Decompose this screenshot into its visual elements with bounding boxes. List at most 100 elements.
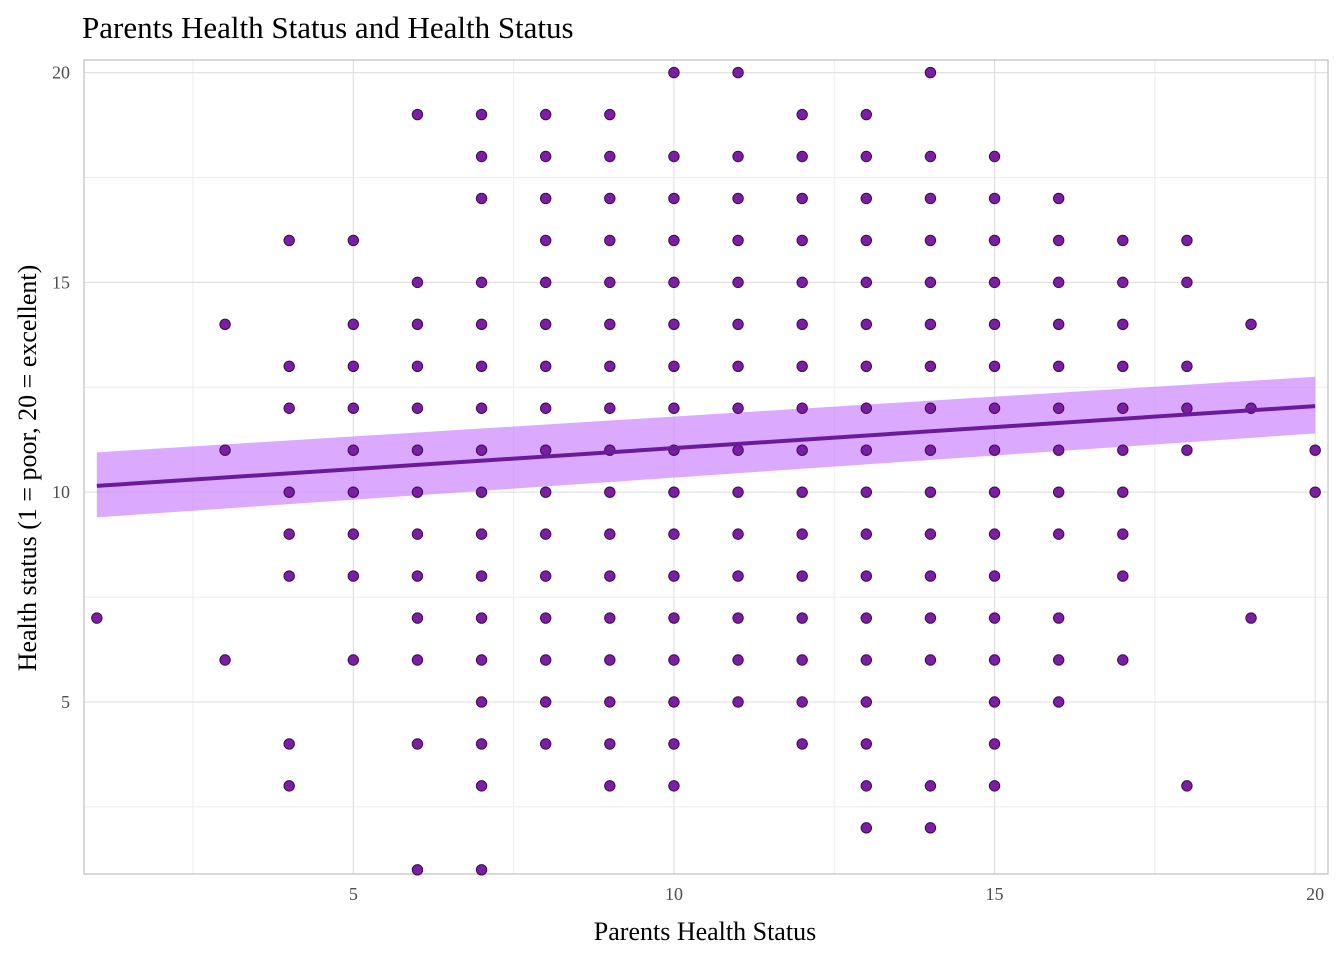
scatter-point: [539, 360, 552, 372]
scatter-point: [604, 276, 616, 289]
scatter-point: [604, 738, 616, 750]
scatter-point: [668, 192, 680, 205]
scatter-point: [860, 402, 873, 414]
scatter-point: [411, 444, 424, 456]
scatter-point: [732, 66, 744, 79]
scatter-point: [732, 318, 744, 331]
scatter-point: [604, 654, 616, 666]
scatter-point: [924, 234, 937, 247]
scatter-point: [796, 738, 808, 750]
scatter-point: [475, 864, 488, 876]
scatter-point: [91, 612, 103, 624]
y-axis-label: Health status (1 = poor, 20 = excellent): [13, 265, 42, 672]
x-tick-label: 20: [1306, 884, 1324, 904]
scatter-point: [860, 276, 873, 289]
scatter-point: [924, 444, 937, 456]
scatter-point: [475, 780, 488, 792]
scatter-point: [732, 234, 744, 247]
scatter-point: [668, 402, 680, 414]
scatter-point: [539, 528, 552, 540]
scatter-point: [411, 570, 424, 582]
scatter-point: [732, 570, 744, 582]
scatter-point: [796, 192, 808, 205]
scatter-point: [924, 402, 937, 414]
scatter-point: [1117, 528, 1129, 540]
scatter-point: [475, 444, 488, 456]
scatter-point: [604, 360, 616, 372]
scatter-point: [796, 360, 808, 372]
scatter-point: [796, 654, 808, 666]
scatter-point: [475, 738, 488, 750]
y-tick-label: 15: [52, 272, 70, 292]
scatter-point: [860, 570, 873, 582]
scatter-point: [604, 192, 616, 205]
scatter-point: [475, 360, 488, 372]
scatter-point: [988, 318, 1001, 331]
scatter-point: [1245, 318, 1257, 331]
scatter-point: [1117, 276, 1129, 289]
scatter-point: [1052, 486, 1065, 498]
scatter-point: [796, 570, 808, 582]
scatter-point: [1052, 234, 1065, 247]
scatter-point: [924, 570, 937, 582]
scatter-point: [411, 402, 424, 414]
x-axis-ticks: 5 10 15 20: [349, 884, 1324, 904]
scatter-point: [924, 822, 937, 834]
x-tick-label: 10: [665, 884, 683, 904]
y-tick-label: 20: [52, 63, 70, 83]
scatter-point: [283, 402, 295, 414]
scatter-point: [860, 486, 873, 498]
scatter-point: [1052, 276, 1065, 289]
scatter-point: [475, 192, 488, 205]
scatter-point: [1052, 318, 1065, 331]
scatter-point: [668, 780, 680, 792]
scatter-point: [475, 276, 488, 289]
scatter-point: [860, 360, 873, 372]
scatter-point: [539, 150, 552, 163]
regression-line-group: [96, 404, 1316, 488]
scatter-point: [283, 738, 295, 750]
scatter-point: [1181, 360, 1193, 372]
scatter-point: [924, 276, 937, 289]
scatter-point: [1052, 528, 1065, 540]
scatter-point: [668, 486, 680, 498]
scatter-point: [411, 108, 424, 121]
scatter-point: [1181, 234, 1193, 247]
scatter-point: [668, 276, 680, 289]
scatter-point: [988, 234, 1001, 247]
scatter-point: [347, 486, 360, 498]
scatter-point: [1052, 696, 1065, 708]
scatter-point: [283, 234, 295, 247]
scatter-point: [668, 318, 680, 331]
scatter-point: [219, 318, 231, 331]
scatter-point: [732, 696, 744, 708]
scatter-point: [1309, 444, 1321, 456]
scatter-point: [604, 696, 616, 708]
scatter-point: [1117, 360, 1129, 372]
scatter-point: [604, 528, 616, 540]
scatter-point: [475, 654, 488, 666]
scatter-point: [1181, 444, 1193, 456]
scatter-point: [604, 570, 616, 582]
scatter-point: [539, 738, 552, 750]
scatter-point: [732, 276, 744, 289]
scatter-point: [604, 108, 616, 121]
y-tick-label: 5: [61, 692, 70, 712]
scatter-point: [475, 402, 488, 414]
scatter-point: [796, 402, 808, 414]
scatter-point: [988, 192, 1001, 205]
scatter-point: [1117, 654, 1129, 666]
scatter-point: [988, 360, 1001, 372]
scatter-point: [796, 612, 808, 624]
scatter-point: [668, 528, 680, 540]
scatter-point: [475, 570, 488, 582]
scatter-point: [604, 402, 616, 414]
scatter-point: [283, 486, 295, 498]
scatter-point: [668, 234, 680, 247]
scatter-point: [732, 612, 744, 624]
scatter-point: [860, 108, 873, 121]
scatter-point: [604, 780, 616, 792]
panel-border: [83, 59, 1329, 875]
scatter-point: [539, 234, 552, 247]
scatter-point: [988, 654, 1001, 666]
